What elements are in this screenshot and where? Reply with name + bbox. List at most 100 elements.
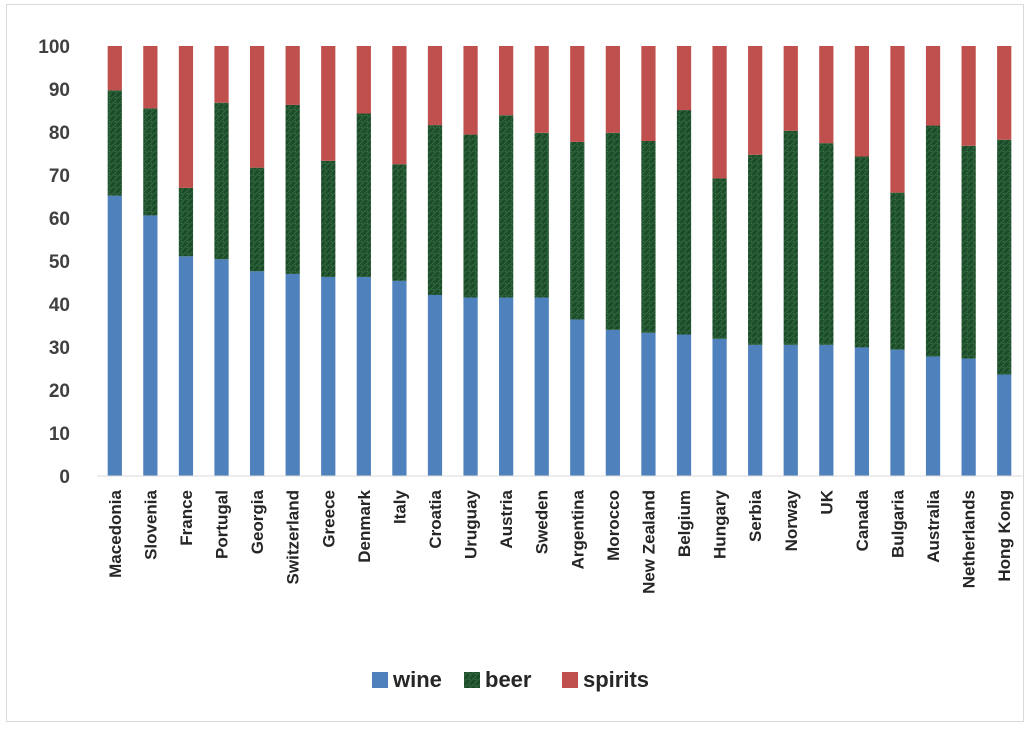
bar-spirits [890,46,905,193]
x-category-label: Macedonia [106,489,125,577]
x-category-label: France [177,490,196,546]
bar-beer [356,113,371,277]
x-category-label: UK [817,489,836,514]
chart-area [6,4,1024,722]
bar-beer [854,156,870,348]
y-tick-label: 40 [49,295,70,316]
bar-spirits [534,46,549,133]
bars [107,46,1012,477]
bar-spirits [783,46,798,131]
bar-beer [748,154,763,345]
bar-beer [392,164,407,281]
x-category-label: Sweden [533,490,552,554]
bar-beer [427,125,443,295]
bar-spirits [214,46,229,103]
bar-beer [499,115,514,298]
bar-spirits [392,46,407,165]
bar-wine [961,358,976,476]
x-category-label: Austria [497,489,516,548]
x-category-label: Denmark [355,489,374,562]
bar-wine [854,347,870,476]
bar-beer [107,90,122,196]
bar-wine [676,334,692,476]
bar-beer [819,143,834,345]
y-tick-label: 30 [49,338,70,359]
bar-spirits [925,46,941,126]
bar-beer [961,145,976,359]
bar-beer [463,134,478,298]
bar-spirits [356,46,371,114]
legend: wine beer spirits [372,667,649,692]
x-axis: Macedonia Slovenia France Portugal Georgia Sw… [97,475,1022,594]
x-category-label: Argentina [568,489,587,569]
y-tick-label: 20 [49,381,70,402]
bar-wine [534,297,549,476]
bar-spirits [321,46,336,161]
x-category-label: Belgium [675,490,694,557]
y-tick-label: 100 [38,37,70,58]
x-category-label: Uruguay [462,489,481,559]
bar-spirits [676,46,692,111]
y-tick-label: 70 [49,166,70,187]
bar-spirits [427,46,443,126]
bar-beer [890,192,905,350]
bar-spirits [143,46,158,109]
y-tick-label: 60 [49,209,70,230]
bar-spirits [499,46,514,116]
bar-wine [783,344,798,476]
bar-wine [605,329,620,476]
bar-wine [427,294,443,476]
bar-wine [285,273,300,476]
bar-beer [605,132,620,330]
bar-beer [783,130,798,345]
x-category-label: Georgia [248,489,267,554]
bar-beer [676,110,692,335]
y-axis: 0 10 20 30 40 50 60 70 80 90 100 [38,37,70,488]
bar-spirits [712,46,727,179]
bar-wine [641,332,656,476]
bar-wine [890,349,905,476]
bar-beer [534,132,549,298]
x-category-label: Serbia [746,489,765,542]
bar-wine [819,344,834,476]
bar-wine [356,276,371,476]
x-category-label: Australia [924,489,943,562]
x-category-label: Canada [853,489,872,551]
bar-beer [712,178,727,339]
bar-wine [214,259,229,476]
bar-spirits [285,46,300,105]
y-tick-label: 0 [59,467,70,488]
bar-spirits [641,46,656,142]
legend-label-beer: beer [485,667,532,692]
bar-spirits [463,46,478,135]
bar-spirits [249,46,265,168]
x-category-label: Portugal [213,490,232,559]
y-tick-label: 90 [49,80,70,101]
bar-wine [107,195,122,476]
bar-wine [748,344,763,476]
x-category-label: New Zealand [639,490,658,594]
bar-wine [570,319,585,476]
bar-spirits [107,46,122,91]
bar-wine [143,215,158,477]
legend-swatch-spirits [562,672,578,688]
legend-label-spirits: spirits [583,667,649,692]
bar-beer [285,104,300,274]
bar-beer [143,108,158,216]
x-category-label: Hong Kong [995,490,1014,582]
x-category-label: Switzerland [284,490,303,584]
y-tick-label: 80 [49,123,70,144]
x-category-label: Italy [390,489,409,524]
bar-spirits [997,46,1012,140]
bar-spirits [605,46,620,133]
bar-beer [997,139,1012,375]
x-category-label: Hungary [711,489,730,559]
bar-beer [925,125,941,357]
bar-spirits [748,46,763,155]
x-category-label: Norway [782,489,801,551]
y-tick-label: 50 [49,252,70,273]
bar-beer [178,187,194,257]
x-category-label: Bulgaria [888,489,907,558]
legend-label-wine: wine [392,667,442,692]
